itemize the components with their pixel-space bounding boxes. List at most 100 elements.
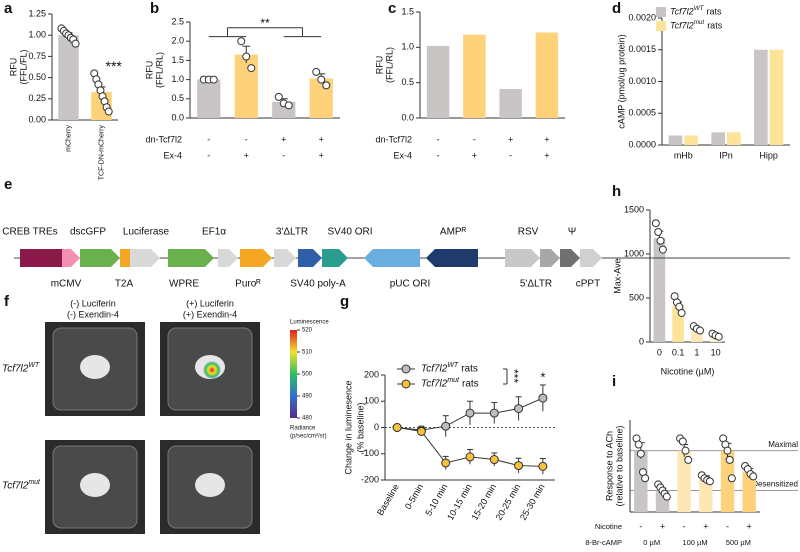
plasmid-element [80, 249, 120, 267]
data-point [312, 67, 321, 76]
y-axis-label: (FFL/RL) [384, 47, 394, 83]
row-value: - [473, 134, 476, 144]
plasmid-label: 3'ΔLTR [276, 227, 308, 238]
data-point [322, 81, 331, 90]
name-suffix: rats [462, 379, 479, 390]
data-point [71, 39, 80, 48]
y-tick-label: 0.0010 [628, 76, 656, 86]
plasmid-element [274, 249, 296, 267]
bar [426, 45, 450, 118]
brain [80, 473, 110, 497]
row-group: 0 µM [643, 538, 660, 547]
row-value: + [319, 150, 324, 160]
x-tick-label: 25-30 min [518, 482, 547, 522]
row-value: - [726, 521, 729, 531]
x-tick-label: 10 [711, 347, 721, 357]
row-value: - [509, 150, 512, 160]
y-axis-label: RFU [8, 58, 18, 77]
x-tick-label: Hipp [759, 150, 778, 160]
row-label: Ex-4 [163, 150, 182, 160]
row-value: - [683, 521, 686, 531]
plasmid-label: EF1α [202, 227, 226, 238]
plasmid-element [20, 249, 62, 267]
y-axis-label: (% baseline) [355, 402, 365, 452]
row-label: Nicotine [595, 522, 622, 531]
data-point [538, 461, 548, 471]
y-tick-label: 0.0015 [628, 44, 656, 54]
y-tick-label: 1.0 [171, 74, 184, 84]
data-point [654, 228, 663, 236]
row-value: + [472, 150, 477, 160]
row-value: + [319, 134, 324, 144]
data-point [392, 423, 402, 432]
plasmid-label: mCMV [51, 279, 82, 290]
panel-label: b [150, 0, 159, 17]
data-point [247, 64, 256, 73]
plasmid-element [240, 249, 272, 267]
column-label: (+) Luciferin [186, 298, 234, 308]
plasmid-label: AMPᴿ [440, 227, 467, 238]
data-point [237, 37, 246, 46]
plasmid-element [505, 249, 540, 267]
x-tick-label: 0.1 [672, 347, 685, 357]
data-point [416, 426, 426, 436]
bar [634, 450, 648, 512]
italic-name: Tcf7l2 [421, 364, 448, 375]
row-value: - [245, 134, 248, 144]
plasmid-label: Luciferase [123, 227, 170, 238]
row-value: + [281, 134, 286, 144]
x-tick-label: 0-5min [403, 482, 425, 511]
y-tick-label: 0.75 [28, 51, 46, 61]
panel-label: a [4, 0, 13, 17]
data-point [677, 308, 686, 317]
y-tick-label: 200 [364, 369, 379, 379]
brain [195, 473, 225, 497]
y-tick-label: 1.0 [401, 42, 414, 52]
y-axis-label: cAMP (pmol/ug protein) [616, 34, 626, 128]
colorbar-label: 490 [302, 394, 313, 400]
plasmid-element [580, 249, 602, 267]
superscript: WT [447, 362, 459, 369]
panel-label: c [388, 0, 396, 17]
row-value: + [544, 134, 549, 144]
data-point [723, 446, 732, 455]
row-value: - [639, 521, 642, 531]
colorbar-title: Luminescence [290, 320, 329, 326]
data-point [489, 455, 499, 465]
row-value: - [437, 150, 440, 160]
plasmid-element [540, 249, 560, 267]
colorbar [290, 330, 297, 418]
superscript: mut [28, 479, 41, 486]
data-point [714, 332, 723, 341]
panel-label: h [612, 183, 621, 200]
y-tick-label: 0.25 [28, 93, 46, 103]
bar [711, 132, 725, 145]
y-tick-label: 0.0 [171, 112, 184, 122]
row-label: dn-Tcf7l2 [145, 134, 182, 144]
colorbar-unit: Radiance [290, 426, 316, 432]
y-tick-label: -100 [361, 448, 379, 458]
panel-label: f [4, 293, 10, 310]
y-tick-label: -200 [361, 474, 379, 484]
plasmid-label: T2A [115, 279, 134, 290]
y-tick-label: 0.00 [28, 114, 46, 124]
bar [672, 305, 684, 342]
row-value: - [282, 150, 285, 160]
reference-label: Desensitized [752, 480, 798, 489]
data-point [684, 455, 693, 464]
plasmid-element [560, 249, 580, 267]
annotation: *** [507, 369, 521, 383]
plasmid-label: CREB TREs [2, 227, 57, 238]
italic-name: Tcf7l2 [670, 6, 694, 16]
y-tick-label: 0.0 [401, 112, 414, 122]
data-point [317, 75, 326, 84]
x-tick-label: IPn [719, 150, 733, 160]
row-value: + [703, 521, 708, 531]
bar [720, 450, 735, 512]
column-label: (-) Exendin-4 [67, 309, 119, 319]
x-tick-label: mHb [674, 150, 693, 160]
row-value: + [508, 134, 513, 144]
row-value: - [207, 134, 210, 144]
data-point [651, 219, 660, 228]
bar [684, 135, 698, 145]
